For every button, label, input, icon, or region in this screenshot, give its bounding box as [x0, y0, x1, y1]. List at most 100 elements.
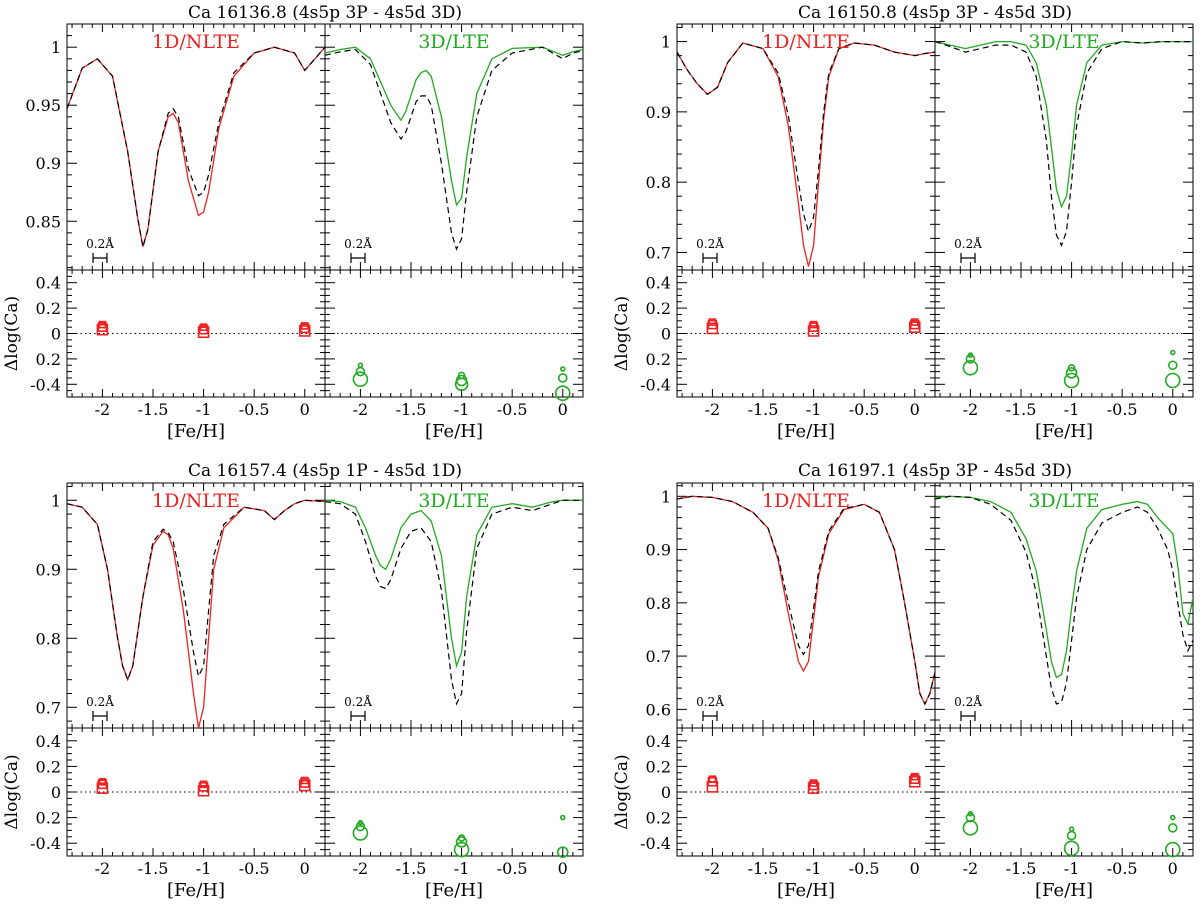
scale-bar: [350, 711, 366, 721]
x-tick-label: -0.5: [497, 859, 528, 878]
x-tick-label: -1.5: [138, 859, 169, 878]
residual-tick-label: -0.4: [30, 834, 61, 853]
lte3d-residual-marker: [1066, 830, 1077, 841]
lte3d-residual-marker: [1164, 841, 1181, 858]
lte3d-residual-marker: [1063, 840, 1080, 857]
lte3d-reference-line: [324, 46, 583, 251]
nlte-panel-label: 1D/NLTE: [152, 31, 240, 53]
x-tick-label: 0: [558, 859, 568, 878]
x-tick-label: -0.5: [497, 400, 528, 419]
flux-tick-label: 0.9: [646, 541, 671, 560]
nlte-model-line: [67, 499, 326, 728]
nlte-residual-marker: [199, 780, 208, 789]
x-tick-label: -2: [963, 400, 979, 419]
x-tick-label: 0: [910, 859, 920, 878]
x-tick-label: 0: [558, 400, 568, 419]
x-axis-label: [Fe/H]: [425, 421, 483, 442]
nlte-residual-marker: [298, 325, 311, 337]
residual-axis-label: Δlog(Ca): [612, 296, 632, 371]
scale-bar: [350, 253, 366, 263]
residual-tick-label: 0.2: [36, 299, 61, 318]
x-axis-label: [Fe/H]: [167, 880, 225, 901]
nlte-reference-line: [677, 42, 936, 234]
scale-bar-label: 0.2Å: [86, 694, 114, 709]
flux-tick-label: 0.95: [25, 96, 61, 115]
flux-tick-label: 1: [51, 38, 61, 57]
nlte-residual-marker: [96, 782, 109, 794]
lte3d-residual-marker: [559, 814, 566, 821]
lte3d-model-line: [934, 40, 1193, 209]
residual-tick-label: 0.4: [36, 732, 61, 751]
nlte-residual-marker: [299, 323, 310, 334]
scale-bar: [960, 711, 976, 721]
nlte-residual-marker: [909, 319, 920, 330]
nlte-panel-label: 1D/NLTE: [762, 490, 850, 512]
chart-panel: Ca 16157.4 (4s5p 1P - 4s5d 1D) -2 -1.5 -1 -0…: [2, 461, 584, 901]
nlte-residual-marker: [98, 777, 107, 786]
lte3d-residual-marker: [1167, 360, 1178, 371]
x-tick-label: -0.5: [1107, 859, 1138, 878]
flux-tick-label: 1: [51, 491, 61, 510]
nlte-residual-marker: [707, 319, 718, 330]
nlte-panel-label: 1D/NLTE: [152, 490, 240, 512]
residual-tick-label: 0.2: [36, 757, 61, 776]
lte3d-reference-line: [324, 499, 583, 706]
residual-tick-label: 0.2: [646, 350, 671, 369]
nlte-residual-marker: [197, 326, 210, 339]
flux-tick-label: 1: [661, 487, 671, 506]
chart-title: Ca 16157.4 (4s5p 1P - 4s5d 1D): [188, 461, 462, 481]
residual-tick-label: 0.4: [36, 274, 61, 293]
lte3d-residual-marker: [357, 362, 364, 369]
lte3d-residual-marker: [1164, 372, 1181, 389]
x-tick-label: -1: [454, 859, 470, 878]
x-tick-label: 0: [1168, 859, 1178, 878]
nlte-residual-marker: [807, 325, 820, 337]
x-axis-label: [Fe/H]: [1035, 421, 1093, 442]
nlte-residual-marker: [909, 774, 920, 785]
nlte-reference-line: [677, 495, 936, 706]
x-tick-label: -1.5: [396, 400, 427, 419]
x-tick-label: -1.5: [1006, 859, 1037, 878]
nlte-residual-marker: [807, 782, 820, 794]
lte3d-model-line: [324, 46, 583, 207]
chart-title: Ca 16136.8 (4s5p 3P - 4s5d 3D): [188, 3, 462, 23]
x-axis-label: [Fe/H]: [1035, 880, 1093, 901]
nlte-residual-marker: [706, 322, 719, 335]
scale-bar: [960, 253, 976, 263]
nlte-residual-marker: [809, 320, 818, 329]
scale-bar-label: 0.2Å: [86, 236, 114, 251]
flux-tick-label: 0.9: [36, 560, 61, 579]
residual-tick-label: -0.4: [30, 375, 61, 394]
scale-bar: [92, 711, 108, 721]
flux-tick-label: 0.7: [646, 647, 671, 666]
nlte-model-line: [67, 46, 326, 247]
x-tick-label: -1.5: [748, 859, 779, 878]
flux-tick-label: 1: [661, 33, 671, 52]
flux-tick-label: 0.9: [36, 154, 61, 173]
lte3d-residual-marker: [962, 820, 979, 836]
flux-tick-label: 0.85: [25, 212, 61, 231]
x-tick-label: -2: [95, 859, 111, 878]
lte3d-residual-marker: [1065, 367, 1078, 379]
flux-tick-label: 0.8: [646, 594, 671, 613]
residual-tick-label: 0.2: [646, 757, 671, 776]
nlte-residual-marker: [197, 784, 210, 797]
scale-bar-label: 0.2Å: [344, 236, 372, 251]
x-tick-label: -1: [454, 400, 470, 419]
residual-tick-label: 0.2: [36, 809, 61, 828]
nlte-model-line: [677, 42, 936, 267]
x-tick-label: -2: [705, 400, 721, 419]
residual-tick-label: 0: [51, 325, 61, 344]
lte3d-residual-marker: [455, 836, 468, 848]
lte3d-panel-label: 3D/LTE: [1028, 490, 1099, 512]
lte3d-residual-marker: [556, 846, 569, 858]
flux-tick-label: 0.8: [646, 173, 671, 192]
lte3d-residual-marker: [1068, 826, 1075, 832]
x-tick-label: -0.5: [239, 859, 270, 878]
residual-tick-label: -0.4: [640, 375, 671, 394]
residual-tick-label: 0.2: [646, 299, 671, 318]
scale-bar-label: 0.2Å: [344, 694, 372, 709]
lte3d-residual-marker: [352, 825, 369, 841]
chart-panel: Ca 16150.8 (4s5p 3P - 4s5d 3D) -2 -1.5 -1 -0…: [612, 3, 1194, 442]
